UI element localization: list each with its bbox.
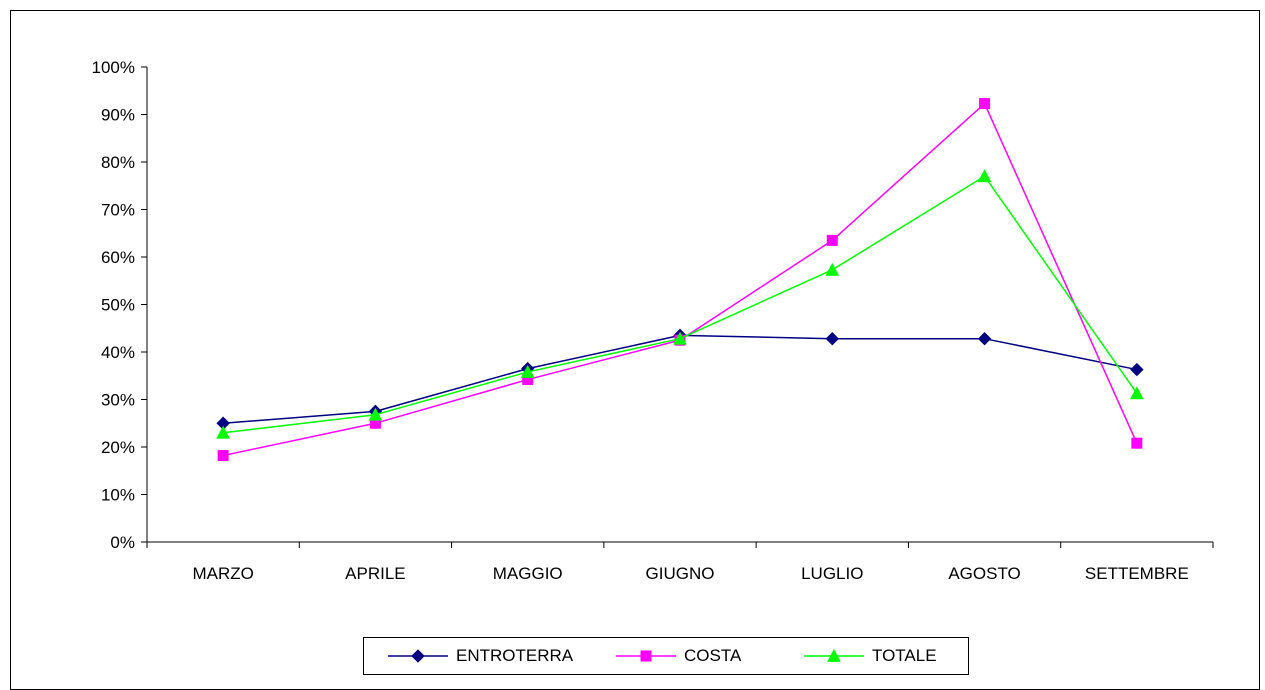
x-category-label: AGOSTO: [948, 564, 1020, 583]
legend-label: TOTALE: [872, 646, 937, 665]
y-tick-label: 60%: [101, 248, 135, 267]
data-point-costa: [979, 98, 991, 110]
data-point-totale: [673, 331, 687, 345]
y-tick-label: 50%: [101, 296, 135, 315]
data-point-costa: [217, 450, 229, 462]
series-line-costa: [222, 102, 1138, 457]
x-category-label: GIUGNO: [646, 564, 715, 583]
legend-item-totale: TOTALE: [802, 638, 937, 674]
x-category-label: APRILE: [345, 564, 405, 583]
data-point-entroterra: [825, 331, 839, 346]
data-point-totale: [520, 364, 535, 378]
series-totale: [216, 169, 1144, 439]
y-tick-label: 0%: [110, 533, 135, 552]
y-tick-label: 100%: [92, 58, 135, 77]
legend-swatch-entroterra: [388, 649, 448, 663]
legend-swatch-costa: [616, 650, 676, 662]
legend-item-entroterra: ENTROTERRA: [386, 638, 573, 674]
y-tick-label: 90%: [101, 106, 135, 125]
x-category-label: SETTEMBRE: [1085, 564, 1189, 583]
data-point-totale: [1130, 386, 1144, 400]
y-tick-label: 10%: [101, 486, 135, 505]
legend-marker-totale: [827, 648, 841, 662]
x-category-label: MAGGIO: [493, 564, 563, 583]
y-tick-label: 40%: [101, 343, 135, 362]
series-line-totale: [223, 175, 1138, 434]
legend-label: ENTROTERRA: [456, 646, 574, 665]
y-tick-label: 30%: [101, 391, 135, 410]
legend-marker-entroterra: [411, 649, 425, 663]
data-point-entroterra: [1130, 362, 1144, 377]
data-point-costa: [826, 234, 838, 246]
x-category-label: MARZO: [192, 564, 253, 583]
legend-swatch-totale: [804, 648, 864, 662]
legend-label: COSTA: [684, 646, 742, 665]
y-tick-label: 70%: [101, 201, 135, 220]
data-point-totale: [368, 407, 383, 421]
legend-marker-costa: [640, 650, 652, 662]
x-category-label: LUGLIO: [801, 564, 863, 583]
data-point-entroterra: [977, 331, 992, 346]
series-line-entroterra: [223, 334, 1138, 424]
data-point-costa: [1131, 437, 1143, 449]
chart-legend: ENTROTERRA COSTA TOTALE: [363, 637, 969, 675]
data-point-totale: [825, 262, 840, 276]
y-tick-label: 80%: [101, 153, 135, 172]
chart-frame: [10, 10, 1260, 690]
data-point-totale: [216, 425, 230, 439]
data-point-totale: [977, 169, 992, 183]
legend-item-costa: COSTA: [614, 638, 741, 674]
y-tick-label: 20%: [101, 438, 135, 457]
series-costa: [217, 98, 1143, 462]
